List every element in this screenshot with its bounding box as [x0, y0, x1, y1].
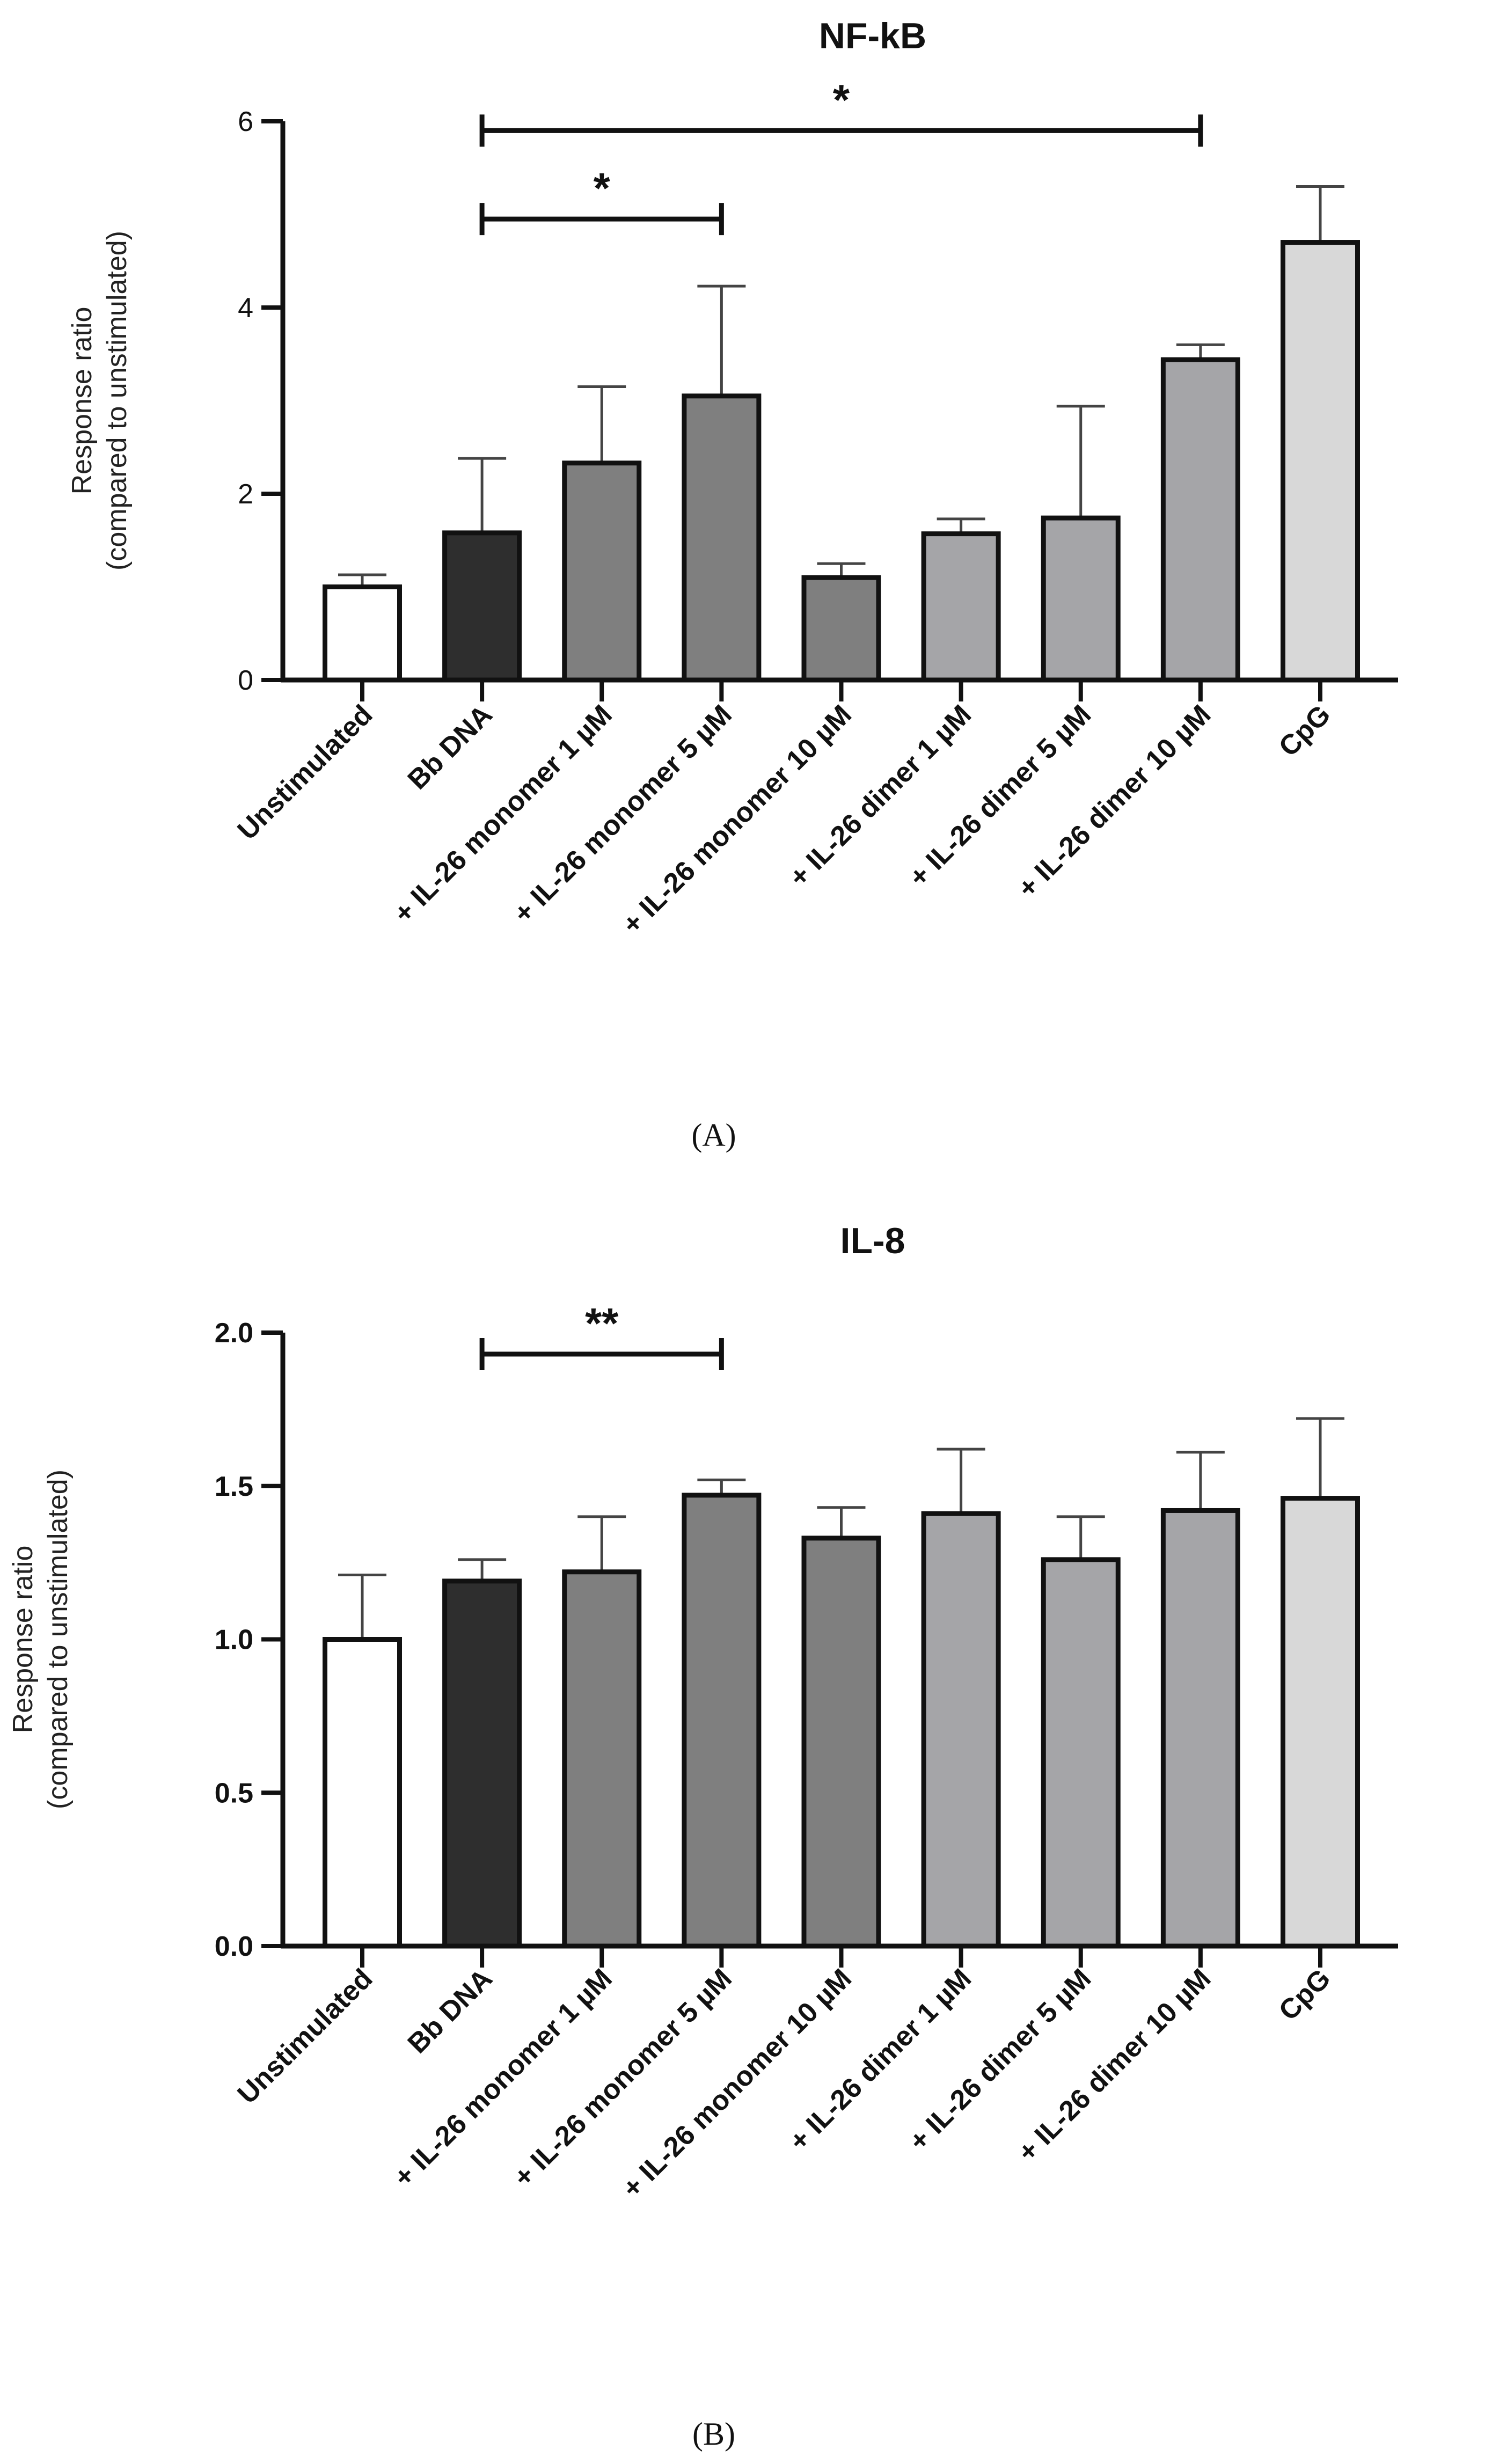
bar-2 [445, 533, 520, 680]
bar-8 [1163, 1510, 1238, 1946]
y-tick-label: 0.0 [215, 1931, 253, 1962]
bar-7 [1043, 1560, 1118, 1946]
bar-6 [924, 534, 998, 680]
y-tick-label: 4 [238, 293, 253, 324]
bar-8 [1163, 360, 1238, 680]
category-label: CpG [1273, 699, 1337, 763]
y-tick-label: 0.5 [215, 1778, 253, 1809]
category-label: + IL-26 monomer 1 µM [388, 1963, 618, 2193]
bar-7 [1043, 518, 1118, 680]
significance-label: * [594, 164, 611, 212]
panel-b-il8-chart: IL-8 Response ratio (compared to unstimula… [8, 1220, 1398, 2452]
bar-3 [565, 463, 639, 680]
bar-1 [325, 1640, 400, 1947]
bar-2 [445, 1581, 520, 1946]
bar-6 [924, 1514, 998, 1946]
y-tick-label: 2.0 [215, 1318, 253, 1349]
bar-4 [684, 396, 759, 680]
panel-label: (A) [691, 1117, 736, 1153]
bar-1 [325, 587, 400, 681]
bar-9 [1283, 243, 1358, 680]
category-label: + IL-26 dimer 10 µM [1012, 699, 1217, 904]
panel-label: (B) [692, 2416, 735, 2452]
category-label: Unstimulated [232, 699, 379, 846]
category-label: Unstimulated [232, 1963, 379, 2110]
significance-label: * [833, 76, 850, 123]
bar-5 [804, 1538, 879, 1946]
bar-3 [565, 1572, 639, 1946]
panel-a-nfkb-chart: NF-kB Response ratio (compared to unstimul… [67, 16, 1398, 1153]
category-label: + IL-26 dimer 10 µM [1012, 1963, 1217, 2168]
category-label: + IL-26 monomer 10 µM [617, 1963, 858, 2204]
y-axis-label-line2: (compared to unstimulated) [42, 1469, 74, 1809]
y-tick-label: 6 [238, 106, 253, 137]
bar-9 [1283, 1498, 1358, 1946]
category-label: CpG [1273, 1963, 1337, 2027]
category-label: + IL-26 monomer 5 µM [508, 1963, 738, 2193]
category-label: Bb DNA [402, 699, 499, 795]
bar-5 [804, 577, 879, 680]
bar-4 [684, 1495, 759, 1946]
category-label: + IL-26 monomer 1 µM [388, 699, 618, 929]
category-label: + IL-26 monomer 10 µM [617, 699, 858, 940]
category-label: + IL-26 monomer 5 µM [508, 699, 738, 929]
y-axis-label-line1: Response ratio [8, 1546, 39, 1734]
y-axis-label-line2: (compared to unstimulated) [101, 231, 133, 571]
y-axis-label-line1: Response ratio [67, 307, 98, 495]
figure: NF-kBResponse ratio (compared to unstimul… [0, 0, 1492, 2464]
chart-title: IL-8 [840, 1220, 905, 1261]
category-label: Bb DNA [402, 1963, 499, 2059]
significance-label: ** [585, 1299, 619, 1347]
y-tick-label: 0 [238, 665, 253, 696]
y-tick-label: 2 [238, 479, 253, 510]
y-tick-label: 1.0 [215, 1625, 253, 1656]
y-tick-label: 1.5 [215, 1471, 253, 1502]
chart-title: NF-kB [819, 16, 926, 56]
